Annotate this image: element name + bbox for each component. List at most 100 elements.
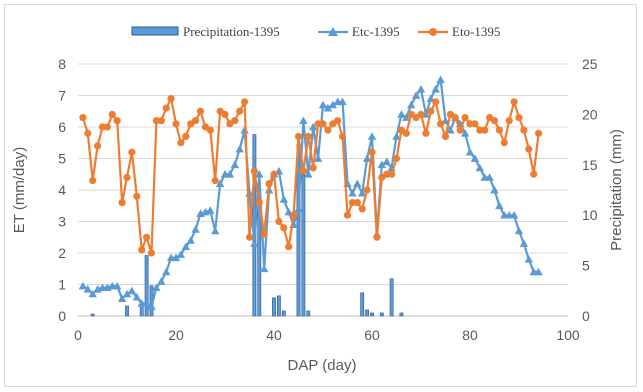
- etc-marker: [127, 286, 137, 295]
- etc-marker: [88, 289, 97, 298]
- eto-series: [79, 95, 543, 257]
- eto-marker: [304, 132, 312, 141]
- eto-marker: [368, 148, 376, 156]
- etc-marker: [446, 125, 455, 134]
- etc-marker: [171, 253, 181, 262]
- legend-eto-marker: [429, 28, 437, 36]
- eto-marker: [437, 120, 445, 128]
- etc-marker: [152, 283, 161, 292]
- etc-marker: [309, 122, 318, 131]
- etc-marker: [211, 226, 220, 235]
- etc-marker: [255, 170, 264, 178]
- etc-marker: [514, 226, 524, 235]
- y2-tick-label: 20: [582, 106, 598, 122]
- etc-marker: [215, 179, 225, 188]
- etc-marker: [475, 163, 484, 172]
- y2-tick-label: 5: [582, 258, 590, 274]
- eto-marker: [84, 129, 92, 137]
- eto-marker: [260, 230, 268, 238]
- etc-marker: [122, 289, 132, 298]
- x-tick-label: 0: [74, 327, 82, 343]
- y-axis-title: ET (mm/day): [11, 147, 28, 233]
- precipitation-bar: [139, 305, 144, 317]
- eto-marker: [280, 224, 288, 232]
- etc-marker: [318, 100, 328, 109]
- eto-marker: [172, 120, 180, 128]
- eto-marker: [285, 243, 293, 251]
- eto-marker: [167, 95, 175, 103]
- y2-tick-label: 0: [582, 308, 590, 324]
- eto-marker: [236, 107, 244, 115]
- eto-marker: [495, 126, 503, 134]
- eto-marker: [319, 120, 327, 128]
- y2-axis-title: Precipitation (mm): [608, 129, 625, 251]
- eto-marker: [241, 98, 249, 106]
- etc-marker: [411, 91, 421, 99]
- etc-marker: [362, 154, 372, 162]
- etc-marker: [279, 195, 288, 203]
- etc-marker: [470, 154, 480, 162]
- etc-marker: [260, 264, 269, 273]
- x-axis-title: DAP (day): [288, 357, 357, 374]
- precipitation-bar: [125, 305, 129, 317]
- y-tick-label: 4: [58, 182, 66, 198]
- y-tick-label: 8: [58, 56, 66, 72]
- eto-marker: [182, 132, 190, 141]
- eto-marker: [451, 113, 459, 122]
- etc-marker: [162, 267, 171, 276]
- etc-marker: [304, 170, 313, 178]
- eto-marker: [530, 170, 538, 178]
- etc-marker: [358, 188, 367, 197]
- precipitation-bar: [276, 295, 281, 317]
- eto-marker: [118, 199, 126, 207]
- etc-marker: [235, 144, 244, 153]
- eto-marker: [373, 233, 381, 241]
- eto-marker: [255, 199, 263, 207]
- eto-marker: [461, 113, 469, 122]
- etc-marker: [181, 242, 190, 251]
- precipitation-bar: [281, 310, 286, 317]
- eto-marker: [334, 117, 342, 125]
- eto-marker: [143, 233, 151, 241]
- etc-marker: [147, 302, 156, 310]
- etc-marker: [495, 201, 504, 210]
- eto-marker: [108, 110, 116, 118]
- precipitation-bar: [379, 312, 384, 317]
- x-tick-label: 60: [364, 327, 380, 343]
- etc-marker: [299, 116, 308, 125]
- etc-marker: [132, 292, 141, 301]
- eto-marker: [388, 170, 396, 178]
- eto-marker: [196, 107, 205, 115]
- eto-marker: [343, 211, 352, 219]
- eto-marker: [422, 129, 430, 137]
- eto-marker: [432, 98, 440, 106]
- precipitation-bar: [144, 255, 149, 317]
- etc-marker: [230, 160, 239, 169]
- etc-line: [82, 78, 539, 308]
- legend-precipitation-label: Precipitation-1395: [183, 24, 280, 39]
- etc-marker: [485, 173, 494, 181]
- etc-marker: [338, 97, 347, 106]
- eto-marker: [392, 154, 401, 163]
- etc-marker: [353, 179, 362, 188]
- y-tick-label: 2: [58, 245, 66, 261]
- legend: Precipitation-1395 Etc-1395 Eto-1395: [131, 24, 500, 39]
- eto-marker: [456, 126, 464, 134]
- eto-marker: [94, 142, 102, 150]
- y2-tick-label: 15: [582, 157, 598, 173]
- etc-marker: [465, 148, 475, 156]
- eto-marker: [324, 126, 332, 134]
- etc-marker: [157, 277, 166, 285]
- y-tick-label: 5: [58, 151, 66, 167]
- x-tick-label: 40: [266, 327, 282, 343]
- eto-marker: [128, 148, 136, 156]
- eto-marker: [510, 98, 518, 106]
- eto-marker: [417, 110, 425, 118]
- precipitation-bar: [301, 174, 306, 317]
- eto-marker: [299, 167, 307, 175]
- eto-marker: [147, 249, 156, 257]
- eto-marker: [358, 205, 366, 213]
- chart-frame: [4, 4, 637, 387]
- precipitation-bar: [90, 313, 95, 317]
- etc-marker: [328, 100, 337, 109]
